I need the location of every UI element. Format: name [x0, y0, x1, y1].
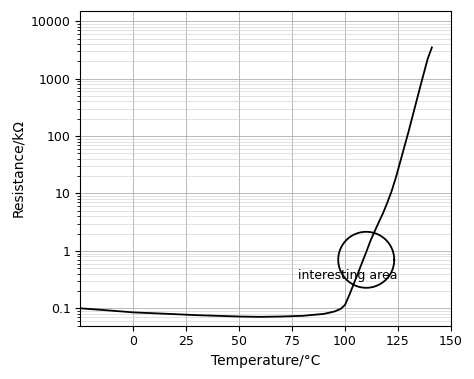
Text: interesting area: interesting area [299, 269, 398, 282]
Y-axis label: Resistance/kΩ: Resistance/kΩ [11, 119, 25, 218]
X-axis label: Temperature/°C: Temperature/°C [211, 354, 320, 368]
